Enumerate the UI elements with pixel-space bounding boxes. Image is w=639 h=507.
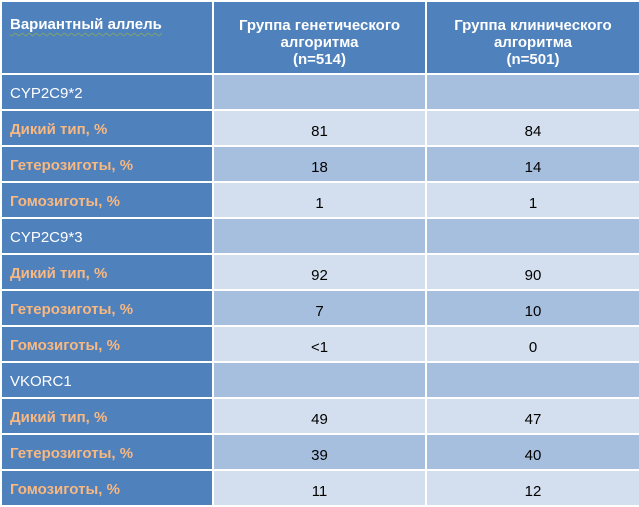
table-row: Гетерозиготы, % 18 14: [0, 145, 639, 183]
row-label: Гетерозиготы, %: [0, 289, 214, 327]
clinical-group-value: 1: [425, 181, 639, 219]
row-label: Гомозиготы, %: [0, 469, 214, 507]
header-variant-allele: Вариантный аллель: [0, 0, 214, 75]
genetic-group-value: [212, 73, 427, 111]
genetic-group-value: 7: [212, 289, 427, 327]
clinical-group-value: 12: [425, 469, 639, 507]
row-label: CYP2C9*2: [0, 73, 214, 111]
genetic-group-value: 11: [212, 469, 427, 507]
table-row: Гомозиготы, % 1 1: [0, 181, 639, 219]
table-row: CYP2C9*3: [0, 217, 639, 255]
clinical-group-value: [425, 361, 639, 399]
table-row: VKORC1: [0, 361, 639, 399]
row-label: Гомозиготы, %: [0, 325, 214, 363]
header-clinical-group-line2: алгоритма: [493, 34, 573, 51]
genetic-group-value: <1: [212, 325, 427, 363]
table-row: Дикий тип, % 49 47: [0, 397, 639, 435]
row-label: Дикий тип, %: [0, 253, 214, 291]
clinical-group-value: [425, 217, 639, 255]
table-row: Гетерозиготы, % 39 40: [0, 433, 639, 471]
row-label: Гетерозиготы, %: [0, 433, 214, 471]
table-row: Гомозиготы, % <1 0: [0, 325, 639, 363]
table-body: CYP2C9*2 Дикий тип, % 81 84 Гетерозиготы…: [0, 73, 639, 507]
row-label: Гетерозиготы, %: [0, 145, 214, 183]
clinical-group-value: 84: [425, 109, 639, 147]
table-row: Дикий тип, % 92 90: [0, 253, 639, 291]
clinical-group-value: 10: [425, 289, 639, 327]
header-clinical-group: Группа клинического алгоритма (n=501): [425, 0, 639, 75]
table-row: Дикий тип, % 81 84: [0, 109, 639, 147]
header-clinical-group-line1: Группа клинического: [454, 17, 612, 34]
header-variant-allele-label: Вариантный аллель: [10, 16, 162, 33]
genetic-group-value: 18: [212, 145, 427, 183]
genetic-group-value: 49: [212, 397, 427, 435]
header-genetic-group-line1: Группа генетического: [238, 17, 401, 34]
clinical-group-value: 14: [425, 145, 639, 183]
row-label: VKORC1: [0, 361, 214, 399]
genetic-group-value: [212, 361, 427, 399]
table-row: CYP2C9*2: [0, 73, 639, 111]
clinical-group-value: 47: [425, 397, 639, 435]
genetic-group-value: 1: [212, 181, 427, 219]
header-genetic-group-line3: (n=514): [293, 51, 346, 68]
clinical-group-value: 0: [425, 325, 639, 363]
genetic-group-value: 39: [212, 433, 427, 471]
genetic-group-value: 92: [212, 253, 427, 291]
genetic-group-value: 81: [212, 109, 427, 147]
header-clinical-group-line3: (n=501): [506, 51, 560, 68]
header-genetic-group-line2: алгоритма: [280, 34, 359, 51]
clinical-group-value: 40: [425, 433, 639, 471]
table-row: Гомозиготы, % 11 12: [0, 469, 639, 507]
row-label: Дикий тип, %: [0, 397, 214, 435]
header-genetic-group: Группа генетического алгоритма (n=514): [212, 0, 427, 75]
clinical-group-value: 90: [425, 253, 639, 291]
genetic-group-value: [212, 217, 427, 255]
table-header-row: Вариантный аллель Группа генетического а…: [0, 0, 639, 75]
row-label: Гомозиготы, %: [0, 181, 214, 219]
table-row: Гетерозиготы, % 7 10: [0, 289, 639, 327]
row-label: CYP2C9*3: [0, 217, 214, 255]
row-label: Дикий тип, %: [0, 109, 214, 147]
clinical-group-value: [425, 73, 639, 111]
